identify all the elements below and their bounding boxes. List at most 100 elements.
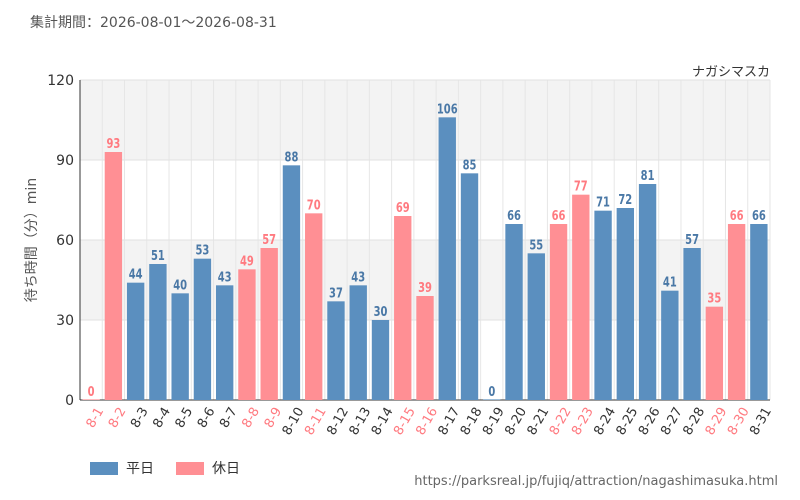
bar-value-label: 43 <box>351 269 365 284</box>
x-tick-label: 8-29 <box>703 405 731 438</box>
bar-value-label: 72 <box>618 192 632 207</box>
x-tick-label: 8-15 <box>391 405 419 438</box>
legend-item-weekday: 平日 <box>90 458 154 478</box>
bar-value-label: 55 <box>529 237 543 252</box>
bar <box>394 216 412 400</box>
x-tick-label: 8-21 <box>525 405 553 438</box>
bar-value-label: 41 <box>663 275 677 290</box>
bar-value-label: 93 <box>106 136 120 151</box>
x-tick-label: 8-7 <box>217 405 241 431</box>
period-label: 集計期間：2026-08-01～2026-08-31 <box>30 15 277 31</box>
x-tick-label: 8-13 <box>347 405 375 438</box>
y-axis-title: 待ち時間（分）min <box>24 178 40 302</box>
bar <box>527 253 545 400</box>
bar-value-label: 66 <box>752 208 766 223</box>
source-url[interactable]: https://parksreal.jp/fujiq/attraction/na… <box>414 474 778 489</box>
bar-value-label: 37 <box>329 285 343 300</box>
x-tick-label: 8-14 <box>369 405 397 438</box>
bar-value-label: 0 <box>488 384 495 399</box>
y-tick-label: 120 <box>47 73 74 89</box>
x-tick-label: 8-4 <box>150 405 174 431</box>
bar-value-label: 66 <box>552 208 566 223</box>
bar-value-label: 57 <box>685 232 699 247</box>
x-tick-label: 8-1 <box>84 405 108 431</box>
bar-value-label: 0 <box>88 384 95 399</box>
plot-band <box>80 80 770 160</box>
bar <box>104 152 123 400</box>
x-tick-label: 8-30 <box>725 405 753 438</box>
bar-value-label: 69 <box>396 200 410 215</box>
bar-value-label: 106 <box>437 101 458 116</box>
bar <box>193 258 212 400</box>
x-tick-label: 8-27 <box>658 405 686 438</box>
bar <box>149 264 167 400</box>
bar-value-label: 81 <box>641 168 655 183</box>
x-tick-label: 8-10 <box>280 405 308 438</box>
x-tick-label: 8-25 <box>614 405 642 438</box>
x-tick-label: 8-12 <box>324 405 352 438</box>
x-tick-label: 8-24 <box>591 405 619 438</box>
bar <box>727 224 746 400</box>
x-tick-label: 8-20 <box>502 405 530 438</box>
bar-value-label: 39 <box>418 280 432 295</box>
bar-value-label: 35 <box>707 291 721 306</box>
bar <box>460 173 479 400</box>
bar <box>305 213 323 400</box>
x-tick-label: 8-31 <box>747 405 775 438</box>
bar-value-label: 77 <box>574 179 588 194</box>
bar <box>171 293 189 400</box>
legend-swatch-holiday <box>176 461 204 475</box>
y-tick-label: 0 <box>65 393 74 409</box>
legend-label-holiday: 休日 <box>212 461 240 477</box>
bar <box>616 208 635 400</box>
x-tick-label: 8-26 <box>636 405 664 438</box>
bar <box>349 285 367 400</box>
bar-value-label: 70 <box>307 197 321 212</box>
x-tick-label: 8-6 <box>195 405 219 431</box>
bar-value-label: 66 <box>730 208 744 223</box>
bar <box>483 399 501 400</box>
bar <box>126 282 145 400</box>
bar <box>661 290 679 400</box>
bar <box>549 224 568 400</box>
legend-item-holiday: 休日 <box>176 458 240 478</box>
bar-value-label: 30 <box>374 304 388 319</box>
bar-value-label: 66 <box>507 208 521 223</box>
x-tick-label: 8-18 <box>458 405 486 438</box>
plot-band <box>80 160 770 240</box>
bar <box>327 301 345 400</box>
bar <box>438 117 456 400</box>
legend: 平日 休日 <box>90 458 262 478</box>
legend-label-weekday: 平日 <box>126 461 154 477</box>
x-tick-label: 8-19 <box>480 405 508 438</box>
x-tick-label: 8-3 <box>128 405 152 431</box>
y-tick-label: 90 <box>56 153 74 169</box>
x-tick-label: 8-2 <box>106 405 130 431</box>
bar <box>416 296 434 400</box>
legend-swatch-weekday <box>90 461 118 475</box>
bar <box>572 194 590 400</box>
bar-value-label: 53 <box>196 243 210 258</box>
bar <box>638 184 657 400</box>
x-tick-label: 8-16 <box>413 405 441 438</box>
x-tick-label: 8-17 <box>436 405 464 438</box>
x-tick-label: 8-23 <box>569 405 597 438</box>
bar <box>215 285 234 400</box>
bar <box>82 399 100 400</box>
bar <box>594 210 612 400</box>
x-tick-label: 8-8 <box>239 405 263 431</box>
y-tick-label: 60 <box>56 233 74 249</box>
y-tick-label: 30 <box>56 313 74 329</box>
bar-value-label: 85 <box>463 157 477 172</box>
bar-value-label: 88 <box>285 149 299 164</box>
bar-value-label: 49 <box>240 253 254 268</box>
bar <box>705 306 724 400</box>
bar <box>750 224 768 400</box>
bar <box>282 165 301 400</box>
bar <box>505 224 523 400</box>
x-tick-label: 8-22 <box>547 405 575 438</box>
x-tick-label: 8-11 <box>302 405 330 438</box>
x-tick-label: 8-5 <box>173 405 197 431</box>
bar <box>238 269 256 400</box>
